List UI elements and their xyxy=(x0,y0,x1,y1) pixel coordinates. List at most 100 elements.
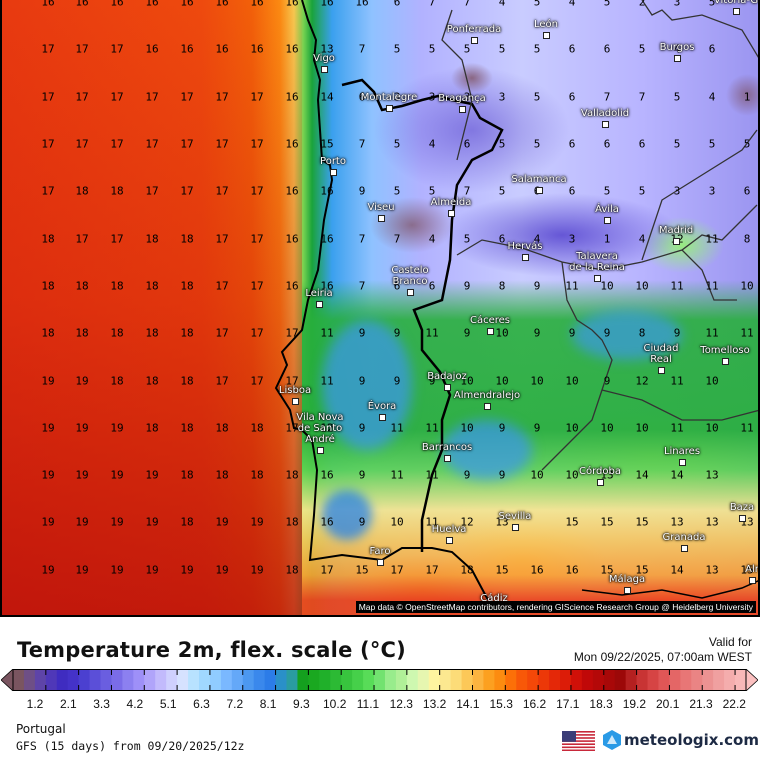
city-marker[interactable] xyxy=(330,168,337,176)
grid-value: 5 xyxy=(533,137,541,151)
city-label: Ciudad Real xyxy=(643,343,679,365)
city-marker[interactable] xyxy=(522,253,529,261)
city-marker[interactable] xyxy=(378,214,385,222)
city-marker[interactable] xyxy=(739,514,746,522)
tick-label: 9.3 xyxy=(293,697,310,711)
city-label: Valladolid xyxy=(580,107,630,119)
grid-value: 5 xyxy=(743,137,751,151)
city-marker[interactable] xyxy=(471,36,478,44)
grid-value: 11 xyxy=(705,279,719,293)
city-marker[interactable] xyxy=(448,209,455,217)
city-marker[interactable] xyxy=(733,7,740,15)
grid-value: 5 xyxy=(393,137,401,151)
city-marker[interactable] xyxy=(594,275,601,282)
grid-value: 13 xyxy=(495,515,509,529)
grid-value: 18 xyxy=(41,232,55,246)
grid-value: 19 xyxy=(75,468,89,482)
city-marker[interactable] xyxy=(317,446,324,454)
grid-value: 18 xyxy=(145,421,159,435)
city-marker[interactable] xyxy=(512,523,519,531)
city-label: Porto xyxy=(320,155,346,167)
city-marker[interactable] xyxy=(316,300,323,308)
valid-date: Mon 09/22/2025, 07:00am WEST xyxy=(573,650,752,664)
city-marker[interactable] xyxy=(487,327,494,335)
city-marker[interactable] xyxy=(681,544,688,552)
city-marker[interactable] xyxy=(377,558,384,566)
city-marker[interactable] xyxy=(446,536,453,544)
grid-value: 10 xyxy=(565,468,579,482)
grid-value: 11 xyxy=(320,326,334,340)
grid-value: 13 xyxy=(705,468,719,482)
grid-value: 19 xyxy=(41,421,55,435)
grid-value: 5 xyxy=(463,42,471,56)
city-marker[interactable] xyxy=(604,216,611,224)
grid-value: 18 xyxy=(180,326,194,340)
grid-value: 8 xyxy=(498,279,506,293)
map-attribution[interactable]: Map data © OpenStreetMap contributors, r… xyxy=(355,601,756,613)
city-label: Viseu xyxy=(367,201,395,213)
brand-name: meteologix.com xyxy=(624,731,759,749)
grid-value: 17 xyxy=(215,326,229,340)
grid-value: 17 xyxy=(41,184,55,198)
city-marker[interactable] xyxy=(658,367,665,374)
city-label: Barrancos xyxy=(421,441,473,453)
grid-value: 17 xyxy=(215,184,229,198)
city-marker[interactable] xyxy=(624,586,631,594)
grid-value: 14 xyxy=(320,90,334,104)
city-marker[interactable] xyxy=(543,31,550,39)
tick-label: 19.2 xyxy=(622,697,647,711)
grid-value: 10 xyxy=(705,374,719,388)
grid-value: 19 xyxy=(215,563,229,577)
grid-value: 5 xyxy=(638,184,646,198)
meteologix-brand-link[interactable]: meteologix.com xyxy=(603,730,759,750)
city-marker[interactable] xyxy=(602,120,609,128)
us-flag-icon[interactable] xyxy=(562,731,595,751)
city-marker[interactable] xyxy=(292,397,299,405)
city-marker[interactable] xyxy=(407,289,414,296)
city-marker[interactable] xyxy=(749,576,756,584)
grid-value: 18 xyxy=(110,326,124,340)
city-label: Ávila xyxy=(595,203,619,215)
city-marker[interactable] xyxy=(679,458,686,466)
grid-value: 16 xyxy=(250,0,264,9)
grid-value: 17 xyxy=(285,374,299,388)
city-marker[interactable] xyxy=(722,357,729,365)
city-marker[interactable] xyxy=(321,65,328,73)
city-marker[interactable] xyxy=(673,237,680,245)
city-label: Cáceres xyxy=(469,314,511,326)
city-marker[interactable] xyxy=(484,402,491,410)
grid-value: 9 xyxy=(673,326,681,340)
grid-value: 16 xyxy=(285,137,299,151)
grid-value: 4 xyxy=(428,137,436,151)
grid-value: 18 xyxy=(180,515,194,529)
grid-value: 18 xyxy=(110,279,124,293)
grid-value: 18 xyxy=(75,326,89,340)
grid-value: 12 xyxy=(635,374,649,388)
city-marker[interactable] xyxy=(459,105,466,113)
grid-value: 13 xyxy=(320,42,334,56)
grid-value: 16 xyxy=(250,42,264,56)
city-marker[interactable] xyxy=(379,413,386,421)
city-marker[interactable] xyxy=(674,54,681,62)
grid-value: 17 xyxy=(180,137,194,151)
city-marker[interactable] xyxy=(536,186,543,194)
grid-value: 5 xyxy=(673,137,681,151)
city-marker[interactable] xyxy=(444,454,451,462)
city-label: Vila Nova de Santo André xyxy=(296,411,344,445)
city-marker[interactable] xyxy=(386,104,393,112)
grid-value: 18 xyxy=(215,468,229,482)
grid-value: 9 xyxy=(358,421,366,435)
grid-value: 6 xyxy=(393,0,401,9)
grid-value: 17 xyxy=(75,42,89,56)
grid-value: 5 xyxy=(673,90,681,104)
grid-value: 15 xyxy=(740,563,754,577)
grid-value: 16 xyxy=(180,42,194,56)
city-marker[interactable] xyxy=(597,478,604,486)
city-marker[interactable] xyxy=(444,383,451,391)
grid-value: 10 xyxy=(460,374,474,388)
grid-value: 11 xyxy=(425,468,439,482)
grid-value: 18 xyxy=(145,374,159,388)
weather-map[interactable]: 16 16 16 16 16 16 16 16 16 16 6 7 7 4 5 4 5 2 3 5 17 17 17 16 16… xyxy=(0,0,760,617)
grid-value: 7 xyxy=(358,137,366,151)
grid-value: 9 xyxy=(603,374,611,388)
